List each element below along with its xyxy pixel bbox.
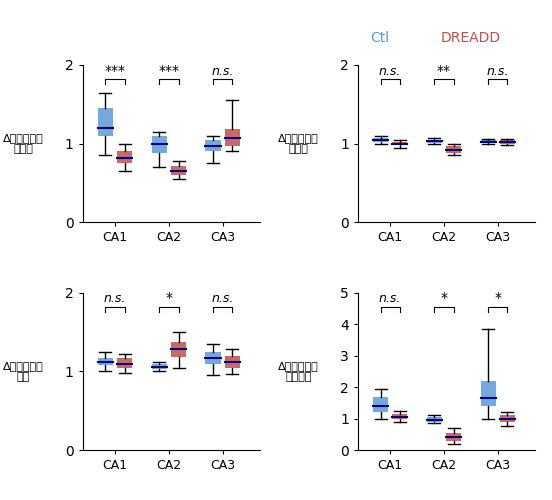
Text: n.s.: n.s. (487, 64, 509, 78)
Bar (500, 140, 515, 143)
Bar (152, 136, 167, 153)
Bar (117, 358, 132, 368)
Bar (500, 416, 515, 422)
Text: *: * (440, 292, 448, 306)
Bar (373, 138, 388, 142)
Bar (392, 142, 407, 145)
Y-axis label: Δリップル波
長さ: Δリップル波 長さ (3, 360, 44, 382)
Bar (117, 152, 132, 163)
Text: n.s.: n.s. (211, 64, 234, 78)
Text: n.s.: n.s. (104, 292, 126, 306)
Bar (225, 356, 240, 368)
Bar (205, 140, 220, 151)
Bar (373, 396, 388, 412)
Text: *: * (494, 292, 501, 306)
Bar (392, 414, 407, 418)
Bar (98, 108, 113, 136)
Bar (171, 166, 186, 175)
Bar (446, 432, 461, 440)
Text: Ctl: Ctl (370, 30, 389, 44)
Bar (171, 342, 186, 357)
Text: n.s.: n.s. (379, 64, 401, 78)
Text: DREADD: DREADD (440, 30, 500, 44)
Text: **: ** (437, 64, 451, 78)
Y-axis label: Δリップル波
周波数: Δリップル波 周波数 (278, 133, 319, 154)
Bar (427, 140, 442, 143)
Bar (446, 146, 461, 153)
Text: n.s.: n.s. (379, 292, 401, 306)
Y-axis label: Δリップル波
発生頻度: Δリップル波 発生頻度 (278, 360, 319, 382)
Text: ***: *** (158, 64, 179, 78)
Bar (427, 417, 442, 422)
Text: ***: *** (104, 64, 125, 78)
Bar (481, 381, 496, 406)
Y-axis label: Δリップル波
パワー: Δリップル波 パワー (3, 133, 44, 154)
Bar (481, 140, 496, 143)
Bar (98, 358, 113, 365)
Text: *: * (166, 292, 172, 306)
Bar (225, 130, 240, 146)
Bar (152, 364, 167, 369)
Text: n.s.: n.s. (211, 292, 234, 306)
Bar (205, 352, 220, 364)
